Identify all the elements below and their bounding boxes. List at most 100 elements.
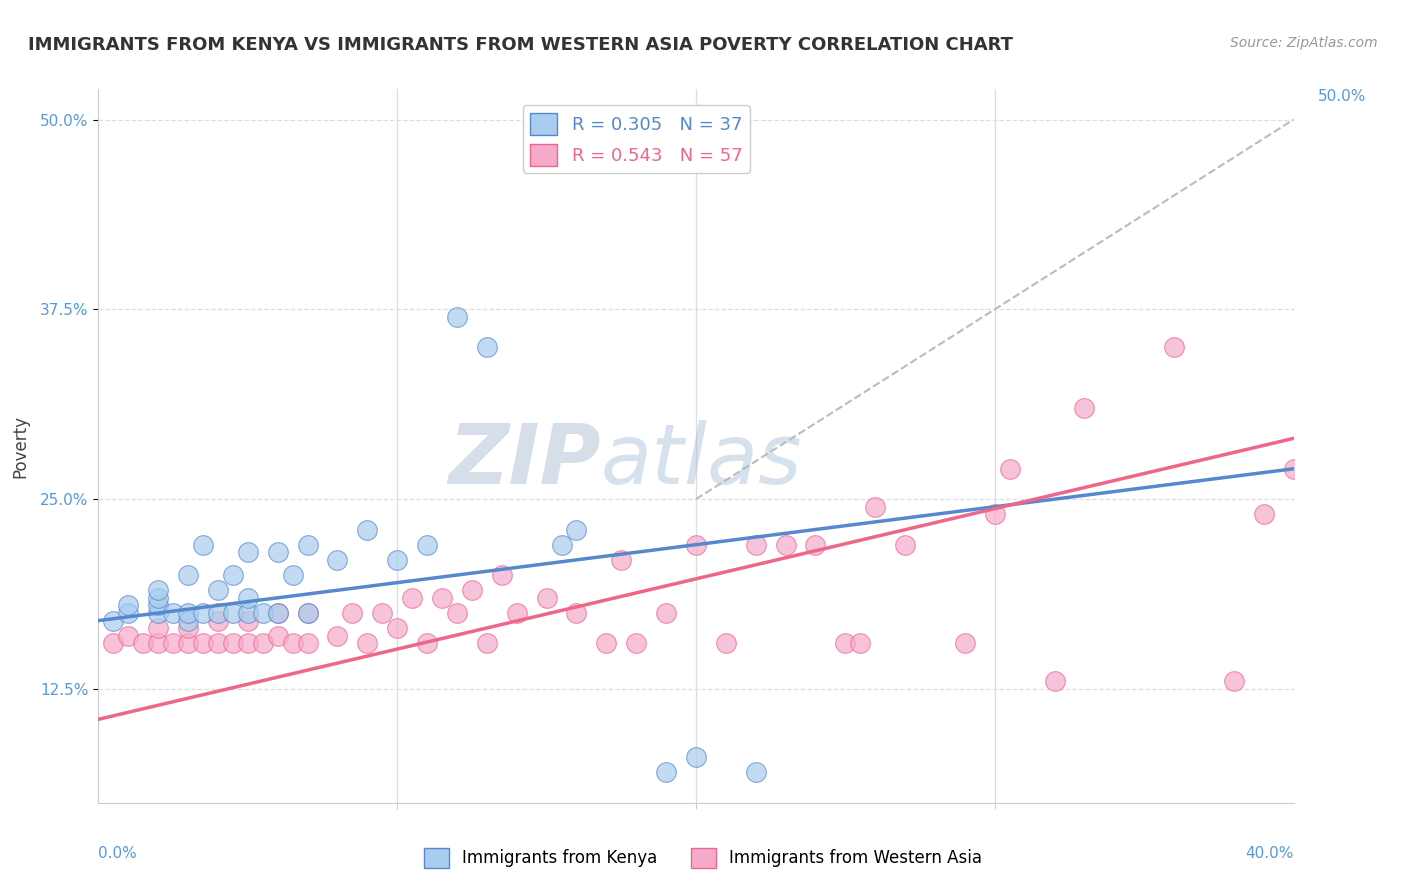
Point xyxy=(461,583,484,598)
Point xyxy=(565,523,588,537)
Legend: Immigrants from Kenya, Immigrants from Western Asia: Immigrants from Kenya, Immigrants from W… xyxy=(418,841,988,875)
Point xyxy=(1223,674,1246,689)
Point xyxy=(1282,462,1305,476)
Point xyxy=(177,614,200,628)
Text: 50.0%: 50.0% xyxy=(1317,89,1365,104)
Point xyxy=(148,621,170,635)
Point xyxy=(685,750,707,764)
Point xyxy=(103,636,125,650)
Point xyxy=(714,636,737,650)
Point xyxy=(132,636,155,650)
Point xyxy=(103,614,125,628)
Point xyxy=(117,629,139,643)
Point xyxy=(595,636,617,650)
Point xyxy=(655,606,678,620)
Point xyxy=(281,636,304,650)
Point xyxy=(745,538,768,552)
Point xyxy=(222,568,245,582)
Point xyxy=(745,765,768,780)
Point xyxy=(834,636,856,650)
Point xyxy=(207,636,229,650)
Point xyxy=(267,629,290,643)
Text: IMMIGRANTS FROM KENYA VS IMMIGRANTS FROM WESTERN ASIA POVERTY CORRELATION CHART: IMMIGRANTS FROM KENYA VS IMMIGRANTS FROM… xyxy=(28,36,1014,54)
Point xyxy=(297,636,319,650)
Point xyxy=(475,340,498,354)
Point xyxy=(162,636,184,650)
Point xyxy=(191,636,214,650)
Point xyxy=(267,545,290,559)
Point xyxy=(177,636,200,650)
Point xyxy=(148,591,170,605)
Point xyxy=(148,606,170,620)
Point xyxy=(1073,401,1095,415)
Point xyxy=(297,606,319,620)
Point xyxy=(491,568,513,582)
Text: ZIP: ZIP xyxy=(447,420,600,500)
Point xyxy=(983,508,1005,522)
Point xyxy=(236,606,259,620)
Point xyxy=(1163,340,1185,354)
Point xyxy=(401,591,423,605)
Point xyxy=(565,606,588,620)
Point xyxy=(162,606,184,620)
Point xyxy=(385,621,409,635)
Point xyxy=(1253,508,1275,522)
Text: atlas: atlas xyxy=(600,420,801,500)
Point xyxy=(356,523,378,537)
Point xyxy=(804,538,827,552)
Point xyxy=(236,591,259,605)
Point xyxy=(610,553,633,567)
Point xyxy=(281,568,304,582)
Point xyxy=(177,606,200,620)
Point xyxy=(191,606,214,620)
Point xyxy=(624,636,647,650)
Point xyxy=(685,538,707,552)
Point xyxy=(416,636,439,650)
Point xyxy=(953,636,976,650)
Point xyxy=(236,614,259,628)
Point xyxy=(207,614,229,628)
Point xyxy=(326,629,349,643)
Point xyxy=(252,636,274,650)
Point xyxy=(326,553,349,567)
Point xyxy=(117,599,139,613)
Point xyxy=(655,765,678,780)
Point xyxy=(506,606,529,620)
Point xyxy=(207,606,229,620)
Point xyxy=(236,545,259,559)
Point xyxy=(191,538,214,552)
Point xyxy=(148,636,170,650)
Legend: R = 0.305   N = 37, R = 0.543   N = 57: R = 0.305 N = 37, R = 0.543 N = 57 xyxy=(523,105,749,173)
Point xyxy=(252,606,274,620)
Point xyxy=(177,621,200,635)
Point xyxy=(267,606,290,620)
Point xyxy=(849,636,872,650)
Point xyxy=(148,583,170,598)
Point xyxy=(536,591,558,605)
Point xyxy=(236,636,259,650)
Point xyxy=(430,591,453,605)
Point xyxy=(475,636,498,650)
Point xyxy=(998,462,1021,476)
Text: 40.0%: 40.0% xyxy=(1246,846,1294,861)
Point xyxy=(297,606,319,620)
Point xyxy=(117,606,139,620)
Point xyxy=(356,636,378,650)
Text: 0.0%: 0.0% xyxy=(98,846,138,861)
Point xyxy=(385,553,409,567)
Point xyxy=(416,538,439,552)
Point xyxy=(446,606,468,620)
Point xyxy=(446,310,468,324)
Point xyxy=(894,538,917,552)
Point xyxy=(1043,674,1066,689)
Point xyxy=(865,500,887,514)
Point xyxy=(775,538,797,552)
Y-axis label: Poverty: Poverty xyxy=(11,415,30,477)
Point xyxy=(177,568,200,582)
Point xyxy=(222,606,245,620)
Point xyxy=(148,599,170,613)
Text: Source: ZipAtlas.com: Source: ZipAtlas.com xyxy=(1230,36,1378,50)
Point xyxy=(550,538,572,552)
Point xyxy=(297,538,319,552)
Point xyxy=(371,606,394,620)
